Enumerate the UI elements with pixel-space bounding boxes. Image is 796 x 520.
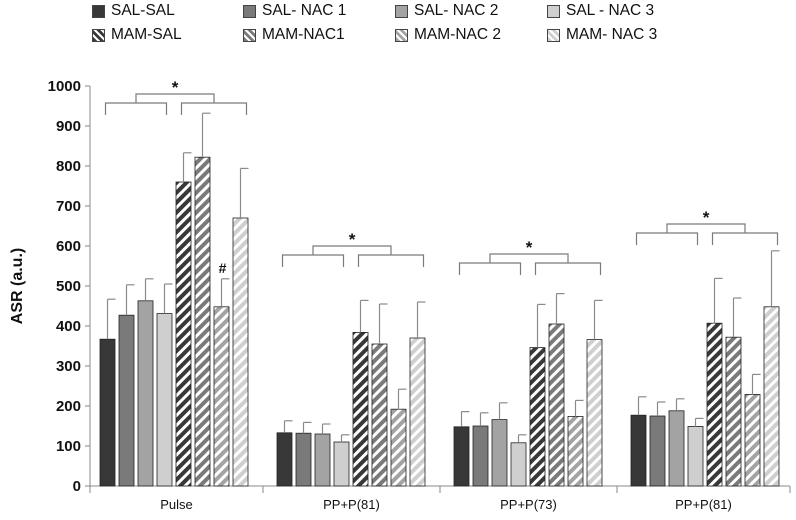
significance-star: * xyxy=(703,208,710,227)
significance-bracket-left xyxy=(635,232,699,245)
bar-mam-nac-2-3 xyxy=(567,415,584,487)
bar-mam-nac-3-1 xyxy=(232,217,249,487)
bar-mam-nac1-1 xyxy=(194,156,211,487)
legend-label: SAL- NAC 1 xyxy=(262,2,347,19)
bar-mam-nac1-3 xyxy=(548,323,565,487)
significance-star: * xyxy=(526,238,533,257)
significance-bracket-right xyxy=(711,232,779,245)
significance-bracket-right xyxy=(534,262,602,275)
bar-sal-nac-1-4 xyxy=(649,415,666,487)
significance-star: * xyxy=(172,78,179,97)
legend-label: MAM-NAC1 xyxy=(262,26,345,43)
bar-sal-sal-1 xyxy=(99,338,116,487)
bar-sal-sal-2 xyxy=(276,432,293,487)
bar-sal-sal-3 xyxy=(453,426,470,487)
legend-item-sal-nac-1: SAL- NAC 1 xyxy=(243,1,346,21)
legend-swatch xyxy=(92,28,105,42)
significance-bracket-left xyxy=(104,102,168,115)
bar-sal-sal-4 xyxy=(630,414,647,487)
bar-sal-nac-3-4 xyxy=(687,425,704,487)
bar-sal-nac-2-1 xyxy=(137,300,154,487)
significance-bracket-top xyxy=(135,93,215,103)
significance-bracket-top xyxy=(312,245,392,255)
x-tick-label: PP+P(81) xyxy=(323,497,380,512)
legend-label: SAL - NAC 3 xyxy=(566,2,655,19)
y-tick-label: 1000 xyxy=(48,78,81,95)
bar-sal-nac-2-3 xyxy=(491,419,508,487)
bar-mam-sal-1 xyxy=(175,181,192,487)
y-axis-label: ASR (a.u.) xyxy=(9,248,26,324)
legend-item-sal-nac-2: SAL- NAC 2 xyxy=(395,1,498,21)
significance-star: * xyxy=(349,230,356,249)
y-tick-label: 400 xyxy=(56,318,81,335)
bar-mam-sal-3 xyxy=(529,347,546,487)
bar-sal-nac-1-3 xyxy=(472,425,489,487)
bar-sal-nac-1-2 xyxy=(295,432,312,487)
y-tick-label: 800 xyxy=(56,158,81,175)
significance-bracket-top xyxy=(489,253,569,263)
bar-mam-sal-2 xyxy=(352,331,369,487)
legend-swatch xyxy=(92,4,105,18)
legend-swatch xyxy=(547,28,560,42)
legend-label: MAM-SAL xyxy=(111,26,182,43)
x-tick-label: Pulse xyxy=(160,497,193,512)
bar-sal-nac-3-2 xyxy=(333,441,350,487)
legend-swatch xyxy=(243,28,256,42)
significance-bracket-left xyxy=(458,262,522,275)
significance-bracket-right xyxy=(180,102,248,115)
bar-mam-nac-2-4 xyxy=(744,393,761,487)
bar-mam-nac1-2 xyxy=(371,343,388,487)
bar-mam-nac1-4 xyxy=(725,336,742,487)
legend-label: MAM-NAC 2 xyxy=(414,26,501,43)
x-tick-label: PP+P(81) xyxy=(675,497,732,512)
y-tick-label: 500 xyxy=(56,278,81,295)
bar-mam-nac-2-1 xyxy=(213,306,230,487)
bar-mam-nac-3-2 xyxy=(409,337,426,487)
bar-sal-nac-3-1 xyxy=(156,313,173,487)
bar-mam-sal-4 xyxy=(706,322,723,487)
legend-item-sal-nac-3: SAL - NAC 3 xyxy=(547,1,654,21)
bar-mam-nac-3-4 xyxy=(763,306,780,487)
bar-mam-nac-2-2 xyxy=(390,408,407,487)
bar-sal-nac-2-4 xyxy=(668,410,685,487)
y-tick-label: 100 xyxy=(56,438,81,455)
legend-swatch xyxy=(395,4,408,18)
legend-label: SAL-SAL xyxy=(111,2,175,19)
legend: SAL-SAL SAL- NAC 1 SAL- NAC 2 SAL - NAC 3 MA… xyxy=(92,1,792,47)
y-tick-label: 600 xyxy=(56,238,81,255)
legend-swatch xyxy=(243,4,256,18)
significance-bracket-top xyxy=(666,223,746,233)
legend-item-sal-sal: SAL-SAL xyxy=(92,1,175,21)
legend-swatch xyxy=(547,4,560,18)
y-tick-label: 0 xyxy=(73,478,81,495)
significance-bracket-left xyxy=(281,254,345,267)
legend-label: MAM- NAC 3 xyxy=(566,26,658,43)
legend-item-mam-nac1: MAM-NAC1 xyxy=(243,25,345,45)
bar-sal-nac-2-2 xyxy=(314,433,331,487)
y-tick-label: 200 xyxy=(56,398,81,415)
legend-item-mam-sal: MAM-SAL xyxy=(92,25,182,45)
bar-mam-nac-3-3 xyxy=(586,339,603,487)
legend-item-mam-nac-2: MAM-NAC 2 xyxy=(395,25,501,45)
y-tick-label: 900 xyxy=(56,118,81,135)
hash-annotation: # xyxy=(219,260,227,276)
legend-label: SAL- NAC 2 xyxy=(414,2,499,19)
bar-sal-nac-1-1 xyxy=(118,314,135,487)
significance-bracket-right xyxy=(357,254,425,267)
bar-sal-nac-3-3 xyxy=(510,442,527,487)
legend-item-mam-nac-3: MAM- NAC 3 xyxy=(547,25,657,45)
x-tick-label: PP+P(73) xyxy=(500,497,557,512)
y-tick-label: 700 xyxy=(56,198,81,215)
legend-swatch xyxy=(395,28,408,42)
y-tick-label: 300 xyxy=(56,358,81,375)
